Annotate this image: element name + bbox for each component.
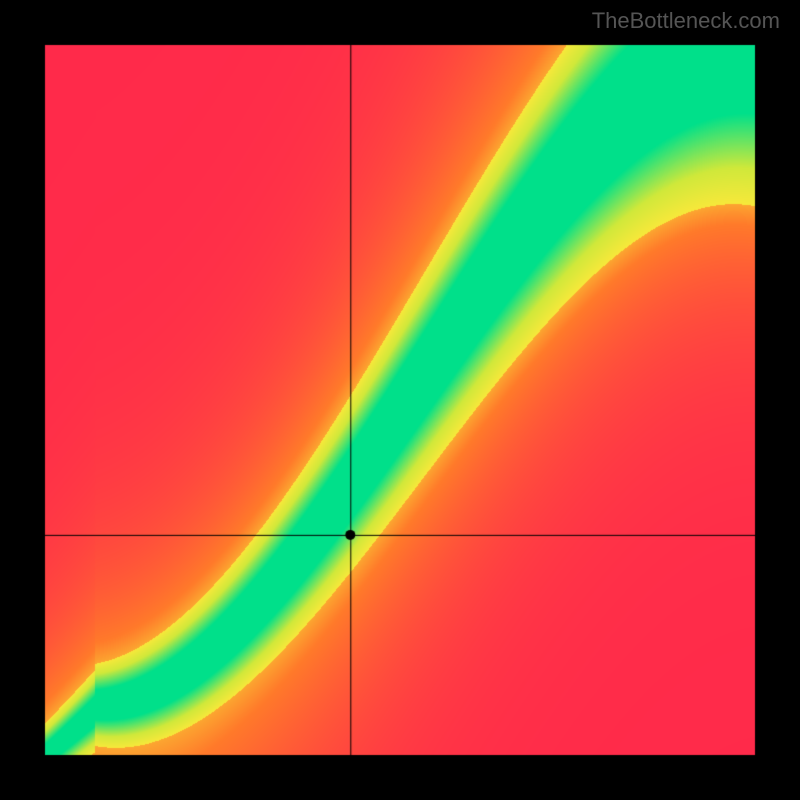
bottleneck-heatmap-canvas [0, 0, 800, 800]
watermark-text: TheBottleneck.com [592, 8, 780, 34]
chart-container: TheBottleneck.com [0, 0, 800, 800]
